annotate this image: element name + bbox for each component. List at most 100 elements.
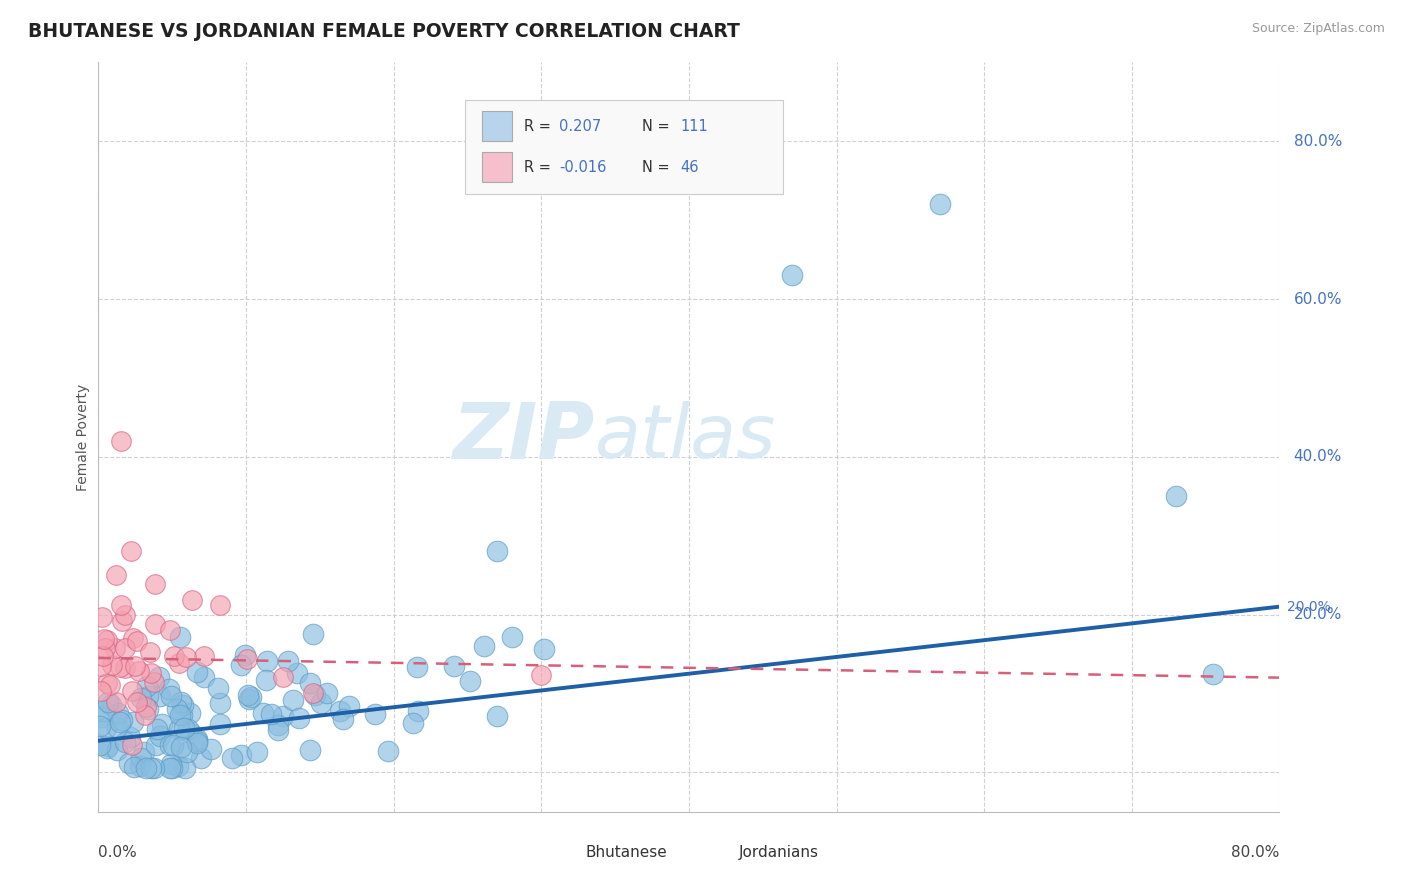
Point [332, 712, 354, 726]
Text: atlas: atlas [595, 401, 776, 473]
Point [231, 658, 253, 673]
Point [96, 741, 118, 756]
Point [98, 677, 121, 691]
Point [149, 689, 172, 703]
Point [101, 657, 124, 672]
Point [304, 688, 326, 702]
Point [122, 759, 145, 773]
Point [458, 673, 481, 688]
Point [110, 434, 132, 448]
Point [143, 675, 166, 690]
Text: N =: N = [641, 119, 673, 134]
Point [180, 725, 202, 739]
Point [443, 659, 465, 673]
Text: 40.0%: 40.0% [1294, 450, 1341, 465]
Point [173, 761, 195, 775]
Point [256, 654, 278, 668]
Point [131, 691, 153, 706]
FancyBboxPatch shape [482, 112, 512, 141]
Point [208, 598, 231, 612]
Point [132, 745, 155, 759]
Point [267, 718, 290, 732]
Point [104, 695, 127, 709]
Point [186, 665, 208, 680]
Point [96, 632, 118, 647]
Point [100, 698, 122, 713]
Point [145, 738, 167, 752]
Point [143, 761, 166, 775]
Point [238, 692, 260, 706]
Point [114, 641, 136, 656]
Point [135, 700, 157, 714]
Point [1202, 666, 1225, 681]
Point [193, 670, 215, 684]
Point [267, 723, 290, 737]
Text: 111: 111 [681, 119, 709, 134]
Point [782, 268, 804, 283]
Point [125, 634, 148, 648]
Text: BHUTANESE VS JORDANIAN FEMALE POVERTY CORRELATION CHART: BHUTANESE VS JORDANIAN FEMALE POVERTY CO… [28, 22, 740, 41]
Point [166, 701, 188, 715]
Point [134, 708, 156, 723]
Point [209, 716, 232, 731]
Point [162, 738, 184, 752]
Point [124, 658, 146, 673]
Point [96, 676, 118, 690]
Point [120, 544, 142, 558]
Point [108, 660, 131, 674]
Text: 0.0%: 0.0% [98, 846, 138, 861]
Point [221, 750, 243, 764]
Point [94, 721, 117, 735]
Point [285, 666, 308, 681]
Point [1164, 489, 1187, 503]
Point [377, 743, 399, 757]
Point [91, 610, 114, 624]
Point [200, 741, 222, 756]
Point [135, 761, 157, 775]
Point [145, 616, 167, 631]
Point [114, 661, 136, 675]
Point [89, 719, 111, 733]
Point [252, 706, 274, 720]
Point [193, 648, 215, 663]
Text: -0.016: -0.016 [560, 160, 606, 175]
Point [159, 624, 181, 638]
Point [160, 756, 183, 771]
Point [169, 707, 191, 722]
Text: ZIP: ZIP [453, 399, 595, 475]
Point [246, 745, 269, 759]
Point [167, 759, 190, 773]
Point [121, 684, 143, 698]
Point [364, 707, 387, 722]
Point [281, 693, 304, 707]
Point [170, 740, 193, 755]
Point [402, 715, 425, 730]
Point [108, 714, 131, 729]
Point [190, 750, 212, 764]
Y-axis label: Female Poverty: Female Poverty [76, 384, 90, 491]
Point [180, 593, 202, 607]
Point [271, 709, 294, 723]
Point [122, 714, 145, 729]
Point [229, 748, 252, 763]
Point [157, 681, 180, 696]
Point [139, 761, 162, 775]
Point [138, 689, 160, 703]
Point [172, 698, 194, 712]
Text: Jordanians: Jordanians [738, 846, 818, 861]
Point [472, 639, 495, 653]
Point [406, 660, 429, 674]
Point [90, 683, 112, 698]
Point [174, 650, 197, 665]
Point [150, 717, 173, 731]
Text: 80.0%: 80.0% [1294, 134, 1341, 149]
FancyBboxPatch shape [464, 100, 783, 194]
Point [121, 632, 143, 646]
Text: Source: ZipAtlas.com: Source: ZipAtlas.com [1251, 22, 1385, 36]
Point [179, 706, 201, 720]
Point [129, 759, 152, 773]
Point [93, 632, 115, 647]
Point [138, 645, 160, 659]
Point [254, 673, 277, 687]
Point [105, 721, 128, 735]
